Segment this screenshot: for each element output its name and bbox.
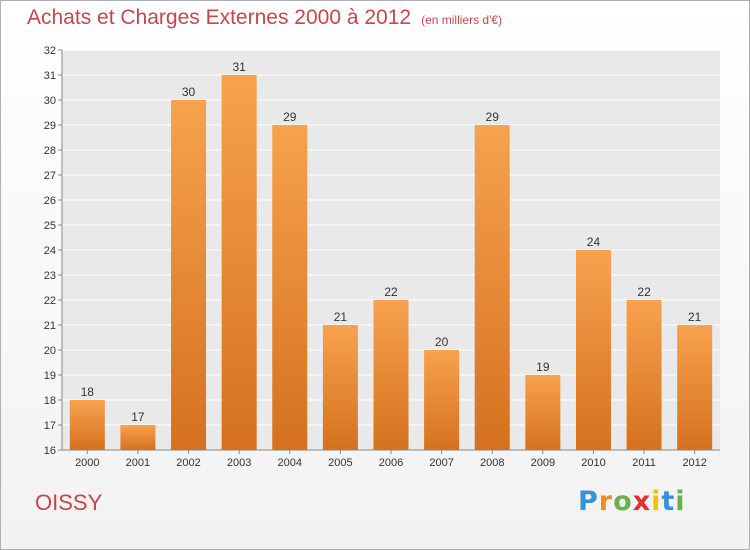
y-tick-label: 23 <box>44 270 56 282</box>
logo-letter: P <box>578 486 599 517</box>
bar-2002 <box>171 100 207 450</box>
y-tick-label: 18 <box>44 395 56 407</box>
value-label-2012: 21 <box>688 310 702 324</box>
x-tick-label-2010: 2010 <box>581 457 605 469</box>
x-tick-label-2006: 2006 <box>379 457 403 469</box>
bar-2000 <box>69 400 105 450</box>
value-label-2003: 31 <box>232 60 246 74</box>
x-tick-label-2005: 2005 <box>328 457 352 469</box>
labels: 18 2000 17 2001 30 2002 31 2003 29 2004 21 2005 22 20… <box>75 60 707 469</box>
y-tick-label: 17 <box>44 420 56 432</box>
logo-letter: i <box>651 486 662 517</box>
y-tick-label: 32 <box>44 45 56 57</box>
bar-2012 <box>677 325 713 450</box>
value-label-2004: 29 <box>283 110 297 124</box>
x-tick-label-2008: 2008 <box>480 457 504 469</box>
x-tick-label-2007: 2007 <box>429 457 453 469</box>
chart-title-text: Achats et Charges Externes 2000 à 2012 <box>27 6 412 29</box>
y-tick-label: 16 <box>44 445 56 457</box>
x-tick-label-2002: 2002 <box>176 457 200 469</box>
y-tick-label: 22 <box>44 295 56 307</box>
y-tick-label: 31 <box>44 70 56 82</box>
logo-letter: o <box>613 486 633 517</box>
bar-2004 <box>272 125 308 450</box>
bar-2009 <box>525 375 561 450</box>
y-tick-label: 29 <box>44 120 56 132</box>
value-label-2007: 20 <box>435 335 449 349</box>
value-label-2001: 17 <box>131 410 145 424</box>
y-tick-label: 27 <box>44 170 56 182</box>
y-tick-label: 25 <box>44 220 56 232</box>
value-label-2011: 22 <box>637 285 651 299</box>
x-tick-label-2003: 2003 <box>227 457 251 469</box>
y-tick-label: 21 <box>44 320 56 332</box>
x-tick-label-2004: 2004 <box>278 457 302 469</box>
bar-2003 <box>221 75 257 450</box>
bars <box>69 75 713 450</box>
proxiti-logo: Proxiti <box>578 486 686 517</box>
y-tick-label: 24 <box>44 245 56 257</box>
logo-letter: i <box>675 486 686 517</box>
value-label-2010: 24 <box>587 235 601 249</box>
y-tick-label: 19 <box>44 370 56 382</box>
value-label-2006: 22 <box>384 285 398 299</box>
logo-letter: r <box>598 486 614 517</box>
x-tick-label-2012: 2012 <box>682 457 706 469</box>
bar-2010 <box>575 250 611 450</box>
bar-2008 <box>474 125 510 450</box>
bar-2001 <box>120 425 156 450</box>
chart-unit: (en milliers d'€) <box>421 13 503 27</box>
x-tick-label-2009: 2009 <box>531 457 555 469</box>
y-tick-label: 26 <box>44 195 56 207</box>
bar-2007 <box>424 350 460 450</box>
value-label-2000: 18 <box>81 385 95 399</box>
x-tick-label-2000: 2000 <box>75 457 99 469</box>
location-name: OISSY <box>35 490 103 515</box>
x-tick-label-2001: 2001 <box>126 457 150 469</box>
bar-2006 <box>373 300 409 450</box>
value-label-2009: 19 <box>536 360 550 374</box>
y-tick-label: 28 <box>44 145 56 157</box>
logo-letter: x <box>632 486 652 517</box>
bar-2011 <box>626 300 662 450</box>
value-label-2002: 30 <box>182 85 196 99</box>
logo-letter: t <box>661 486 676 517</box>
value-label-2005: 21 <box>334 310 348 324</box>
x-tick-label-2011: 2011 <box>632 457 656 469</box>
value-label-2008: 29 <box>486 110 500 124</box>
y-tick-label: 20 <box>44 345 56 357</box>
bar-2005 <box>322 325 358 450</box>
chart-title: Achats et Charges Externes 2000 à 2012 (e… <box>27 6 502 30</box>
y-tick-label: 30 <box>44 95 56 107</box>
